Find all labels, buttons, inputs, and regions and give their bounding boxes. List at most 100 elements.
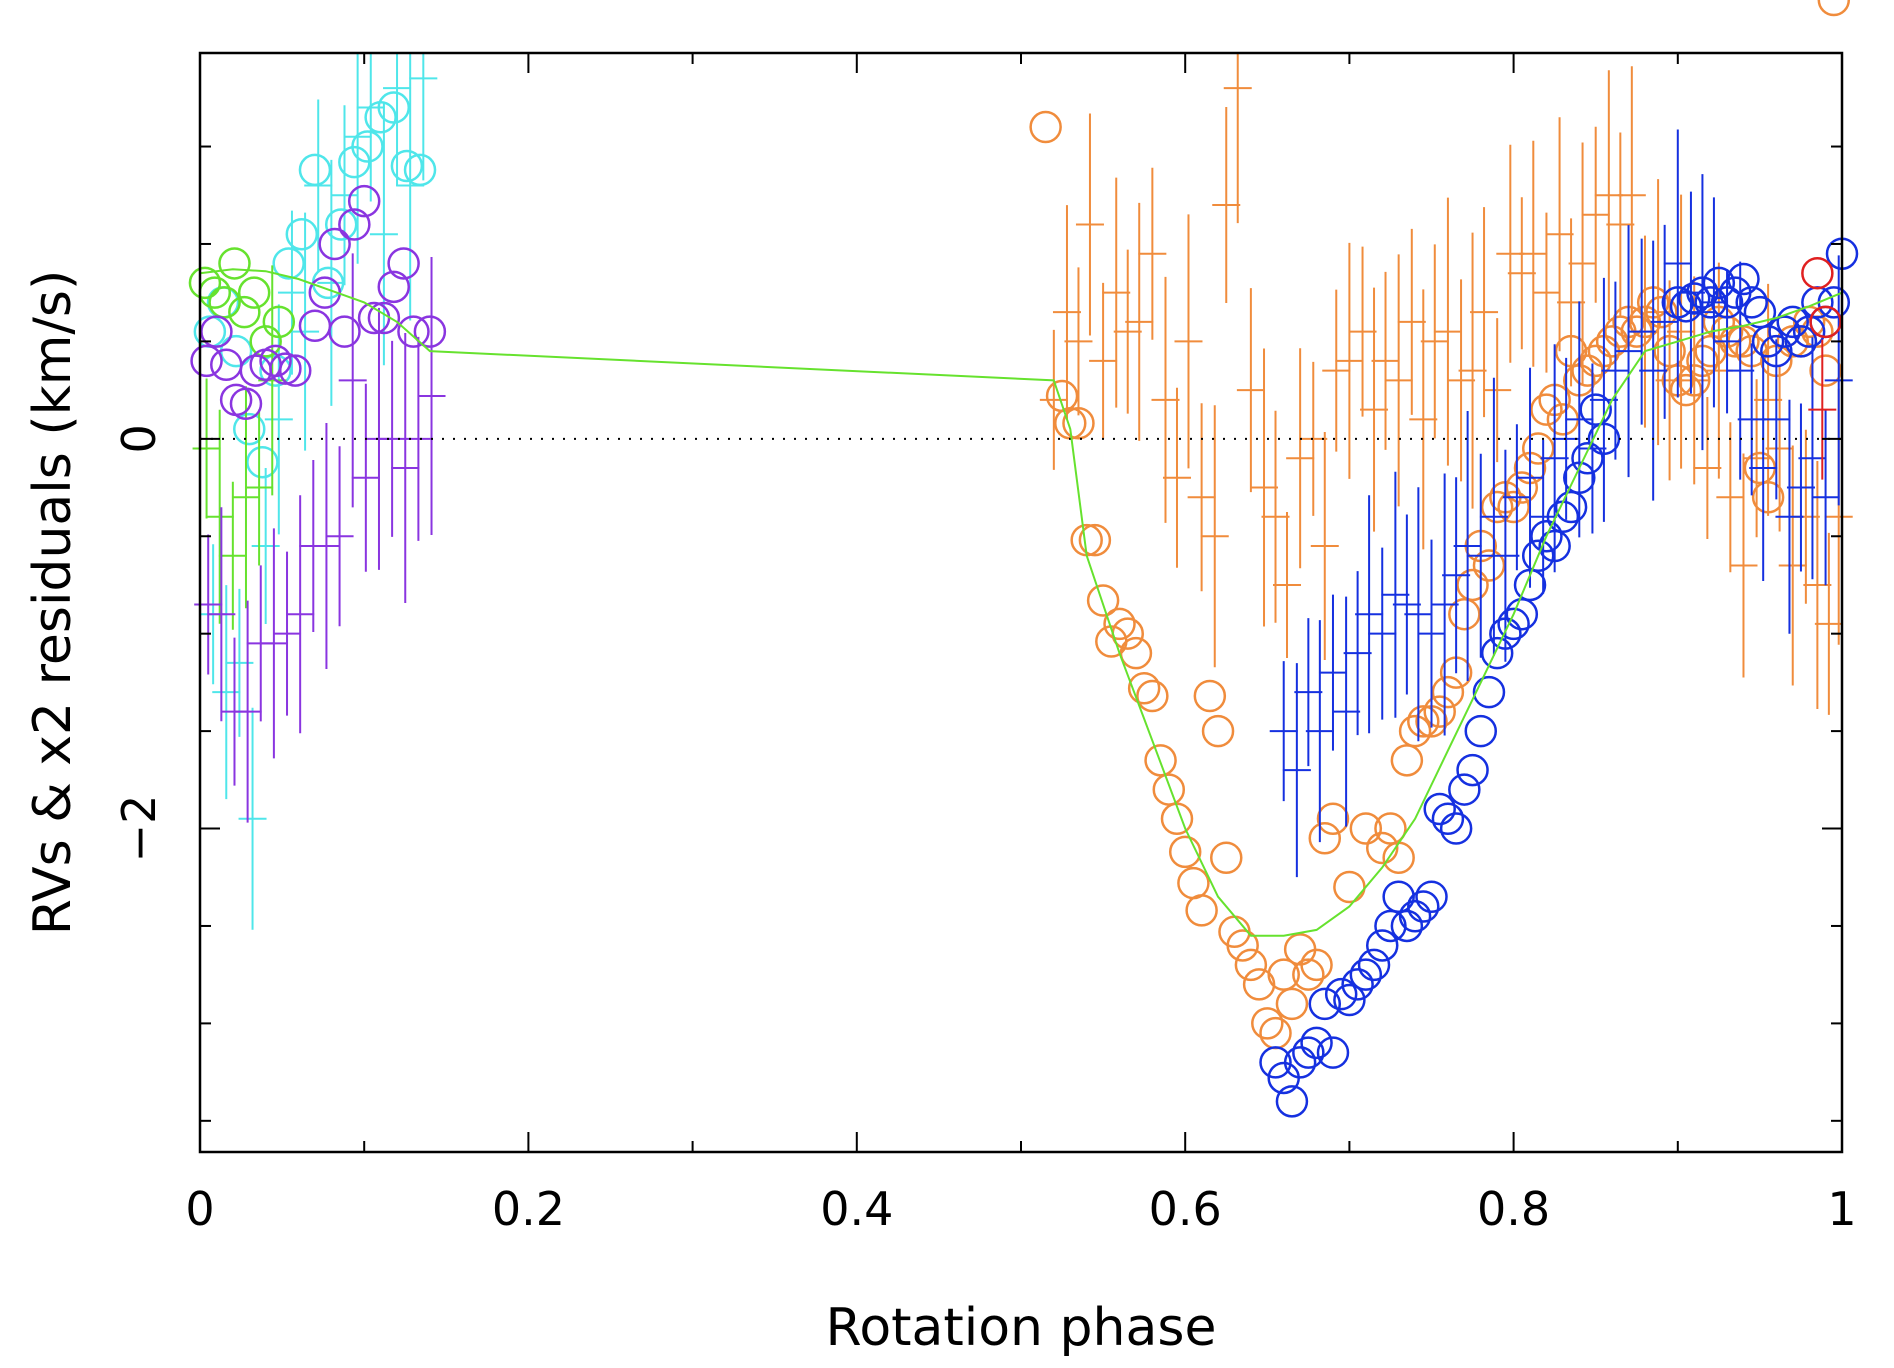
residual-point-blue <box>1540 344 1569 573</box>
rv-point-purple <box>387 247 420 280</box>
rv-point-orange <box>1472 549 1506 582</box>
rv-point-orange <box>1234 948 1268 982</box>
rv-point-cyan <box>285 217 319 251</box>
residual-point-orange <box>1322 289 1351 452</box>
residual-point-orange <box>1606 132 1635 317</box>
residual-point-blue <box>1479 377 1508 656</box>
residual-point-cyan <box>251 467 280 624</box>
residual-point-blue <box>1269 661 1298 802</box>
residual-point-blue <box>1516 367 1545 588</box>
rv-point-orange <box>1579 344 1612 378</box>
x-tick-label: 0.6 <box>1149 1182 1222 1236</box>
residual-point-purple <box>273 551 302 716</box>
rv-point-orange <box>1374 812 1407 845</box>
residual-point-cyan <box>264 304 293 535</box>
rv-point-orange <box>1086 584 1120 617</box>
residual-point-cyan <box>291 212 320 451</box>
rv-point-purple <box>190 344 223 378</box>
rv-point-orange <box>1521 432 1555 465</box>
residual-point-blue <box>1466 453 1495 658</box>
residual-point-orange <box>1803 460 1832 709</box>
rv-point-green <box>208 286 241 319</box>
rv-point-orange <box>1168 835 1202 869</box>
rv-point-orange <box>1653 334 1686 368</box>
residual-point-orange <box>1236 288 1265 493</box>
rv-point-blue <box>1694 286 1727 319</box>
residual-point-blue <box>1565 301 1594 538</box>
rv-point-purple <box>259 344 292 378</box>
rv-point-orange <box>1127 671 1161 705</box>
rv-point-purple <box>269 352 302 385</box>
rv-point-cyan <box>233 412 266 446</box>
rv-point-blue <box>1259 1046 1292 1079</box>
rv-point-blue <box>1784 325 1818 358</box>
residual-point-orange <box>1716 422 1745 573</box>
residual-point-blue <box>1502 424 1531 571</box>
residual-point-blue <box>1442 477 1471 674</box>
rv-point-blue <box>1776 305 1809 339</box>
rv-point-orange <box>1119 636 1153 670</box>
rv-point-orange <box>1751 481 1785 514</box>
rv-point-purple <box>229 387 263 420</box>
series-purple <box>190 184 447 823</box>
residual-point-orange <box>1420 244 1449 439</box>
residual-point-blue <box>1381 471 1410 718</box>
rv-point-blue <box>1702 266 1736 300</box>
rv-point-orange <box>1448 597 1481 631</box>
rv-point-blue <box>1513 568 1547 602</box>
rv-point-purple <box>347 184 381 218</box>
rv-point-orange <box>1645 295 1678 329</box>
rv-point-green <box>262 305 296 339</box>
residual-point-orange <box>1532 212 1561 373</box>
rv-point-blue <box>1398 899 1432 933</box>
residual-point-blue <box>1368 547 1397 720</box>
rv-point-orange <box>1817 0 1851 17</box>
rv-point-blue <box>1792 315 1826 348</box>
rv-point-green <box>228 295 261 329</box>
residual-point-orange <box>1507 197 1536 350</box>
residual-point-orange <box>1680 276 1709 485</box>
rv-point-blue <box>1316 1036 1350 1069</box>
residual-point-orange <box>1089 282 1118 439</box>
series-red <box>1801 256 1842 480</box>
residual-point-purple <box>233 600 262 823</box>
x-tick-label: 0 <box>185 1182 214 1236</box>
x-tick-label: 0.2 <box>492 1182 565 1236</box>
rv-point-orange <box>1029 110 1062 144</box>
residual-point-purple <box>286 495 315 734</box>
rv-point-purple <box>328 315 361 348</box>
rv-point-red <box>1809 305 1842 339</box>
rv-point-blue <box>1292 1036 1325 1069</box>
residual-point-blue <box>1614 225 1643 478</box>
rv-point-blue <box>1587 422 1621 456</box>
residual-point-green <box>245 409 274 566</box>
residual-point-orange <box>1212 106 1241 303</box>
rv-point-orange <box>1103 607 1136 641</box>
rv-point-blue <box>1554 490 1588 524</box>
residual-point-orange <box>1397 228 1426 415</box>
residual-point-orange <box>1052 205 1081 420</box>
residual-point-blue <box>1453 410 1482 681</box>
rv-point-orange <box>1251 1007 1284 1040</box>
rv-point-purple <box>367 301 401 335</box>
rv-point-purple <box>377 270 411 304</box>
residual-point-orange <box>1102 177 1131 408</box>
residual-point-blue <box>1282 663 1311 878</box>
rv-point-orange <box>1390 744 1424 777</box>
x-axis-title: Rotation phase <box>826 1298 1217 1358</box>
series-blue <box>1259 129 1859 1118</box>
rv-point-blue <box>1563 461 1596 495</box>
residual-point-blue <box>1318 594 1347 751</box>
rv-point-orange <box>1480 490 1514 524</box>
rv-point-blue <box>1431 802 1465 836</box>
residual-point-orange <box>1261 410 1290 623</box>
y-tick-label: 0 <box>112 424 166 453</box>
rv-point-orange <box>1349 812 1383 845</box>
rv-point-blue <box>1677 282 1711 315</box>
rv-point-blue <box>1480 636 1514 670</box>
residual-point-blue <box>1529 439 1558 594</box>
rv-point-orange <box>1398 714 1432 748</box>
rv-point-blue <box>1341 968 1374 1001</box>
rv-point-blue <box>1743 295 1777 329</box>
